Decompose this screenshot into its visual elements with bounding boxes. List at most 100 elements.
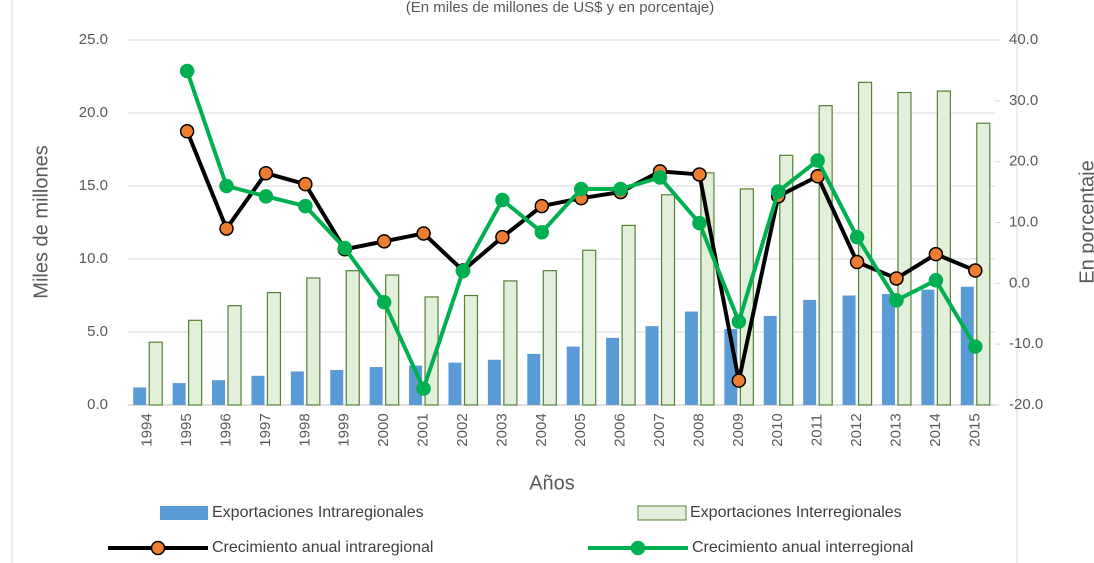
x-tick-label: 2012 xyxy=(848,413,865,446)
bar xyxy=(803,299,817,405)
x-tick-label: 2010 xyxy=(769,413,786,446)
y-tick-label: 20.0 xyxy=(79,104,108,121)
bar xyxy=(266,291,282,406)
legend-marker xyxy=(150,540,166,556)
x-tick-label: 2007 xyxy=(651,413,668,446)
x-tick-label: 1998 xyxy=(296,413,313,446)
bar xyxy=(842,295,856,405)
y2-tick-label: 40.0 xyxy=(1009,31,1038,48)
line xyxy=(185,70,978,391)
chart-subtitle: (En miles de millones de US$ y en porcen… xyxy=(406,0,714,16)
x-tick-label: 2002 xyxy=(454,413,471,446)
bar xyxy=(172,383,186,405)
bar xyxy=(897,91,912,406)
bar xyxy=(487,359,501,405)
x-tick-label: 2015 xyxy=(966,413,983,446)
marker xyxy=(968,263,983,278)
x-tick-label: 1994 xyxy=(139,413,156,446)
bar xyxy=(960,286,974,405)
marker xyxy=(495,229,510,245)
marker xyxy=(968,339,983,354)
x-tick-label: 2008 xyxy=(690,413,707,446)
marker xyxy=(455,263,471,279)
marker xyxy=(376,294,392,310)
x-tick-label: 2013 xyxy=(887,413,904,446)
bar xyxy=(369,367,383,405)
x-tick-label: 1997 xyxy=(257,413,274,446)
bar xyxy=(188,319,203,406)
marker xyxy=(889,293,904,308)
y-axis-label: Miles de millones xyxy=(30,145,52,298)
y2-tick-label: 30.0 xyxy=(1009,92,1038,109)
marker xyxy=(731,373,747,388)
legend-marker xyxy=(630,540,646,556)
bar xyxy=(582,249,597,406)
bar xyxy=(976,122,991,406)
x-axis-label: Años xyxy=(529,472,575,494)
y2-axis-label: En porcentaje xyxy=(1076,160,1094,283)
y2-tick-label: 20.0 xyxy=(1009,153,1038,170)
x-tick-label: 1995 xyxy=(178,413,195,446)
bar xyxy=(330,369,344,405)
bar xyxy=(881,294,895,405)
x-tick-label: 1999 xyxy=(336,413,353,446)
bar xyxy=(212,380,226,405)
legend-swatch xyxy=(160,506,208,520)
marker xyxy=(573,181,589,197)
x-tick-label: 2001 xyxy=(415,413,432,446)
marker xyxy=(219,221,234,236)
bar xyxy=(566,346,580,405)
marker xyxy=(652,170,668,185)
marker xyxy=(849,254,865,270)
marker xyxy=(298,198,313,214)
bar xyxy=(345,270,360,406)
bar xyxy=(290,371,304,405)
x-tick-label: 2014 xyxy=(927,413,944,446)
marker xyxy=(849,229,865,245)
marker xyxy=(613,181,628,197)
legend-swatch xyxy=(637,505,687,521)
bar xyxy=(385,274,400,406)
bar xyxy=(818,105,833,406)
bar xyxy=(542,270,557,406)
y-tick-label: 5.0 xyxy=(87,323,108,340)
x-tick-label: 2000 xyxy=(375,413,392,446)
marker xyxy=(179,124,195,139)
marker xyxy=(337,240,352,256)
x-tick-label: 2011 xyxy=(809,414,826,446)
y-tick-label: 0.0 xyxy=(87,396,108,413)
y-tick-label: 15.0 xyxy=(79,177,108,194)
marker xyxy=(889,271,904,286)
chart-border xyxy=(11,0,1018,563)
bar xyxy=(527,353,541,405)
bar xyxy=(921,289,935,405)
marker xyxy=(258,189,274,204)
y-tick-label: 10.0 xyxy=(79,250,108,267)
marker xyxy=(298,176,313,192)
bar xyxy=(306,277,321,406)
bar xyxy=(251,375,265,405)
marker xyxy=(376,234,392,249)
y2-tick-label: 0.0 xyxy=(1009,274,1030,291)
x-tick-label: 2009 xyxy=(730,413,747,446)
bar xyxy=(227,305,242,406)
marker xyxy=(692,167,707,182)
marker xyxy=(495,192,510,208)
legend-label: Crecimiento anual intraregional xyxy=(212,539,433,556)
y2-tick-label: -20.0 xyxy=(1009,396,1043,413)
marker xyxy=(534,224,550,240)
x-tick-label: 2003 xyxy=(493,413,510,446)
bar xyxy=(148,341,163,406)
bar xyxy=(621,224,636,406)
bar xyxy=(606,337,620,405)
bar xyxy=(645,326,659,405)
x-tick-label: 2005 xyxy=(572,413,589,446)
legend-label: Exportaciones Interregionales xyxy=(690,504,902,521)
marker xyxy=(928,246,944,262)
marker xyxy=(258,165,274,181)
bar xyxy=(763,315,777,405)
legend-label: Exportaciones Intraregionales xyxy=(212,504,424,521)
bar xyxy=(503,280,518,406)
marker xyxy=(179,63,195,79)
